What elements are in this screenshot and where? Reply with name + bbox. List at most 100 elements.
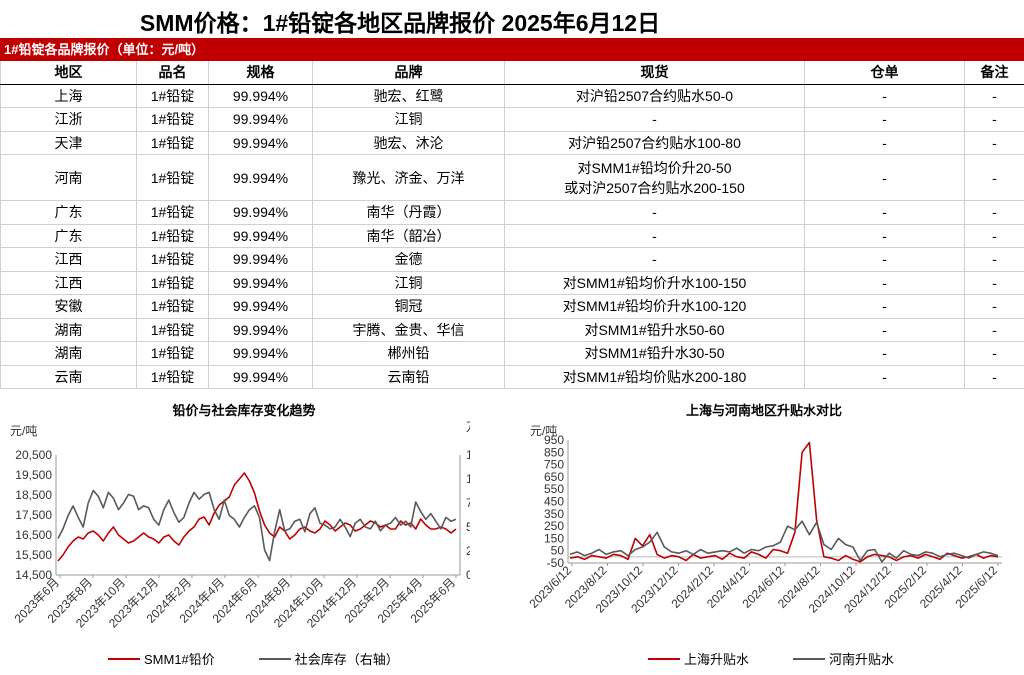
y-tick-label: 15,500	[15, 548, 52, 562]
cell-product: 1#铅锭	[136, 131, 209, 156]
cell-product: 1#铅锭	[136, 224, 209, 249]
cell-spot: -	[504, 107, 805, 132]
col-header-brand: 品牌	[312, 61, 505, 85]
cell-warrant: -	[804, 200, 965, 225]
premium-comparison-chart: 上海与河南地区升贴水对比 元/吨 -50 50 150 250 350 450 550 650 75…	[510, 395, 1024, 675]
y-axis-unit: 元/吨	[530, 424, 557, 438]
cell-spec: 99.994%	[208, 224, 313, 249]
col-header-spec: 规格	[208, 61, 313, 85]
cell-product: 1#铅锭	[136, 247, 209, 272]
cell-spec: 99.994%	[208, 200, 313, 225]
cell-spec: 99.994%	[208, 341, 313, 366]
cell-remark: -	[964, 154, 1024, 202]
cell-remark: -	[964, 107, 1024, 132]
table-header-row: 地区 品名 规格 品牌 现货 仓单 备注	[0, 61, 1024, 85]
y-tick-label: 17,500	[15, 508, 52, 522]
cell-region: 广东	[0, 200, 137, 225]
legend-swatch	[258, 657, 291, 660]
cell-region: 湖南	[0, 341, 137, 366]
cell-region: 河南	[0, 154, 137, 202]
y-tick-label: 20,500	[15, 448, 52, 462]
legend-item-inventory: 社会库存（右轴）	[258, 649, 399, 668]
cell-remark: -	[964, 200, 1024, 225]
cell-brand: 驰宏、红鹭	[312, 84, 505, 109]
y-tick-label: -50	[547, 556, 565, 570]
cell-product: 1#铅锭	[136, 294, 209, 319]
cell-spot: 对SMM1#铅均价贴水200-180	[504, 365, 805, 390]
y-axis-unit: 元/吨	[10, 424, 37, 438]
cell-spot: 对沪铅2507合约贴水100-80	[504, 131, 805, 156]
y-tick-label: 750	[544, 458, 564, 472]
table-row: 湖南 1#铅锭 99.994% 郴州铅 对SMM1#铅升水30-50- -	[0, 341, 1024, 366]
cell-warrant: -	[804, 365, 965, 390]
cell-product: 1#铅锭	[136, 318, 209, 343]
y-tick-label: 16,500	[15, 528, 52, 542]
cell-region: 湖南	[0, 318, 137, 343]
cell-region: 广东	[0, 224, 137, 249]
chart1-legend: SMM1#铅价 社会库存（右轴）	[108, 649, 443, 668]
cell-spec: 99.994%	[208, 271, 313, 296]
cell-spec: 99.994%	[208, 107, 313, 132]
cell-product: 1#铅锭	[136, 271, 209, 296]
cell-brand: 驰宏、沐沦	[312, 131, 505, 156]
y2-tick-label: 12.5	[466, 448, 470, 462]
y-tick-label: 14,500	[15, 568, 52, 582]
legend-label: 上海升贴水	[684, 652, 750, 667]
cell-warrant: -	[804, 224, 965, 249]
cell-brand: 宇腾、金贵、华信	[312, 318, 505, 343]
cell-spot: -	[504, 224, 805, 249]
y-tick-label: 650	[544, 470, 564, 484]
cell-remark: -	[964, 365, 1024, 390]
y2-tick-label: 2.5	[466, 544, 470, 558]
cell-remark: -	[964, 341, 1024, 366]
cell-remark: -	[964, 131, 1024, 156]
cell-spot: 对SMM1#铅均价升水100-120	[504, 294, 805, 319]
legend-swatch	[648, 657, 680, 660]
cell-region: 云南	[0, 365, 137, 390]
cell-product: 1#铅锭	[136, 341, 209, 366]
legend-label: 社会库存（右轴）	[294, 652, 399, 667]
y-tick-label: 50	[551, 544, 565, 558]
table-row: 河南 1#铅锭 99.994% 豫光、济金、万洋 对SMM1#铅均价升20-50 或对沪…	[0, 154, 1024, 202]
cell-product: 1#铅锭	[136, 200, 209, 225]
cell-region: 江浙	[0, 107, 137, 132]
cell-warrant: -	[804, 271, 965, 296]
cell-product: 1#铅锭	[136, 154, 209, 202]
y-tick-label: 19,500	[15, 468, 52, 482]
cell-spot: 对SMM1#铅均价升水100-150	[504, 271, 805, 296]
legend-item-shanghai: 上海升贴水	[648, 649, 749, 668]
y-tick-label: 250	[544, 519, 564, 533]
cell-spec: 99.994%	[208, 154, 313, 202]
col-header-product: 品名	[136, 61, 209, 85]
cell-remark: -	[964, 84, 1024, 109]
price-table: 地区 品名 规格 品牌 现货 仓单 备注 上海 1#铅锭 99.994% 驰宏、红鹭对…	[0, 61, 1024, 390]
table-row: 广东 1#铅锭 99.994% 南华（丹霞） - - -	[0, 200, 1024, 225]
cell-brand: 江铜	[312, 271, 505, 296]
chart2-legend: 上海升贴水 河南升贴水	[648, 649, 938, 668]
table-row: 广东 1#铅锭 99.994% 南华（韶冶） - - -	[0, 224, 1024, 249]
y-tick-label: 850	[544, 445, 564, 459]
table-row: 安徽 1#铅锭 99.994% 铜冠 对SMM1#铅均价升水100-120- -	[0, 294, 1024, 319]
legend-label: 河南升贴水	[829, 652, 895, 667]
series-line-2	[57, 489, 457, 562]
cell-brand: 南华（韶冶）	[312, 224, 505, 249]
y2-tick-label: 0	[466, 568, 470, 582]
cell-brand: 郴州铅	[312, 341, 505, 366]
cell-warrant: -	[804, 341, 965, 366]
series-line-2	[569, 520, 999, 563]
y-tick-label: 550	[544, 482, 564, 496]
cell-brand: 江铜	[312, 107, 505, 132]
table-row: 江西 1#铅锭 99.994% 金德 - - -	[0, 247, 1024, 272]
table-row: 湖南 1#铅锭 99.994% 宇腾、金贵、华信 对SMM1#铅升水50-60- -	[0, 318, 1024, 343]
cell-spec: 99.994%	[208, 131, 313, 156]
col-header-region: 地区	[0, 61, 137, 85]
series-line-1	[569, 441, 999, 563]
y-tick-label: 450	[544, 495, 564, 509]
y-tick-label: 350	[544, 507, 564, 521]
cell-region: 江西	[0, 271, 137, 296]
y2-tick-label: 5	[466, 520, 470, 534]
cell-product: 1#铅锭	[136, 107, 209, 132]
table-row: 天津 1#铅锭 99.994% 驰宏、沐沦 对沪铅2507合约贴水100-80- -	[0, 131, 1024, 156]
